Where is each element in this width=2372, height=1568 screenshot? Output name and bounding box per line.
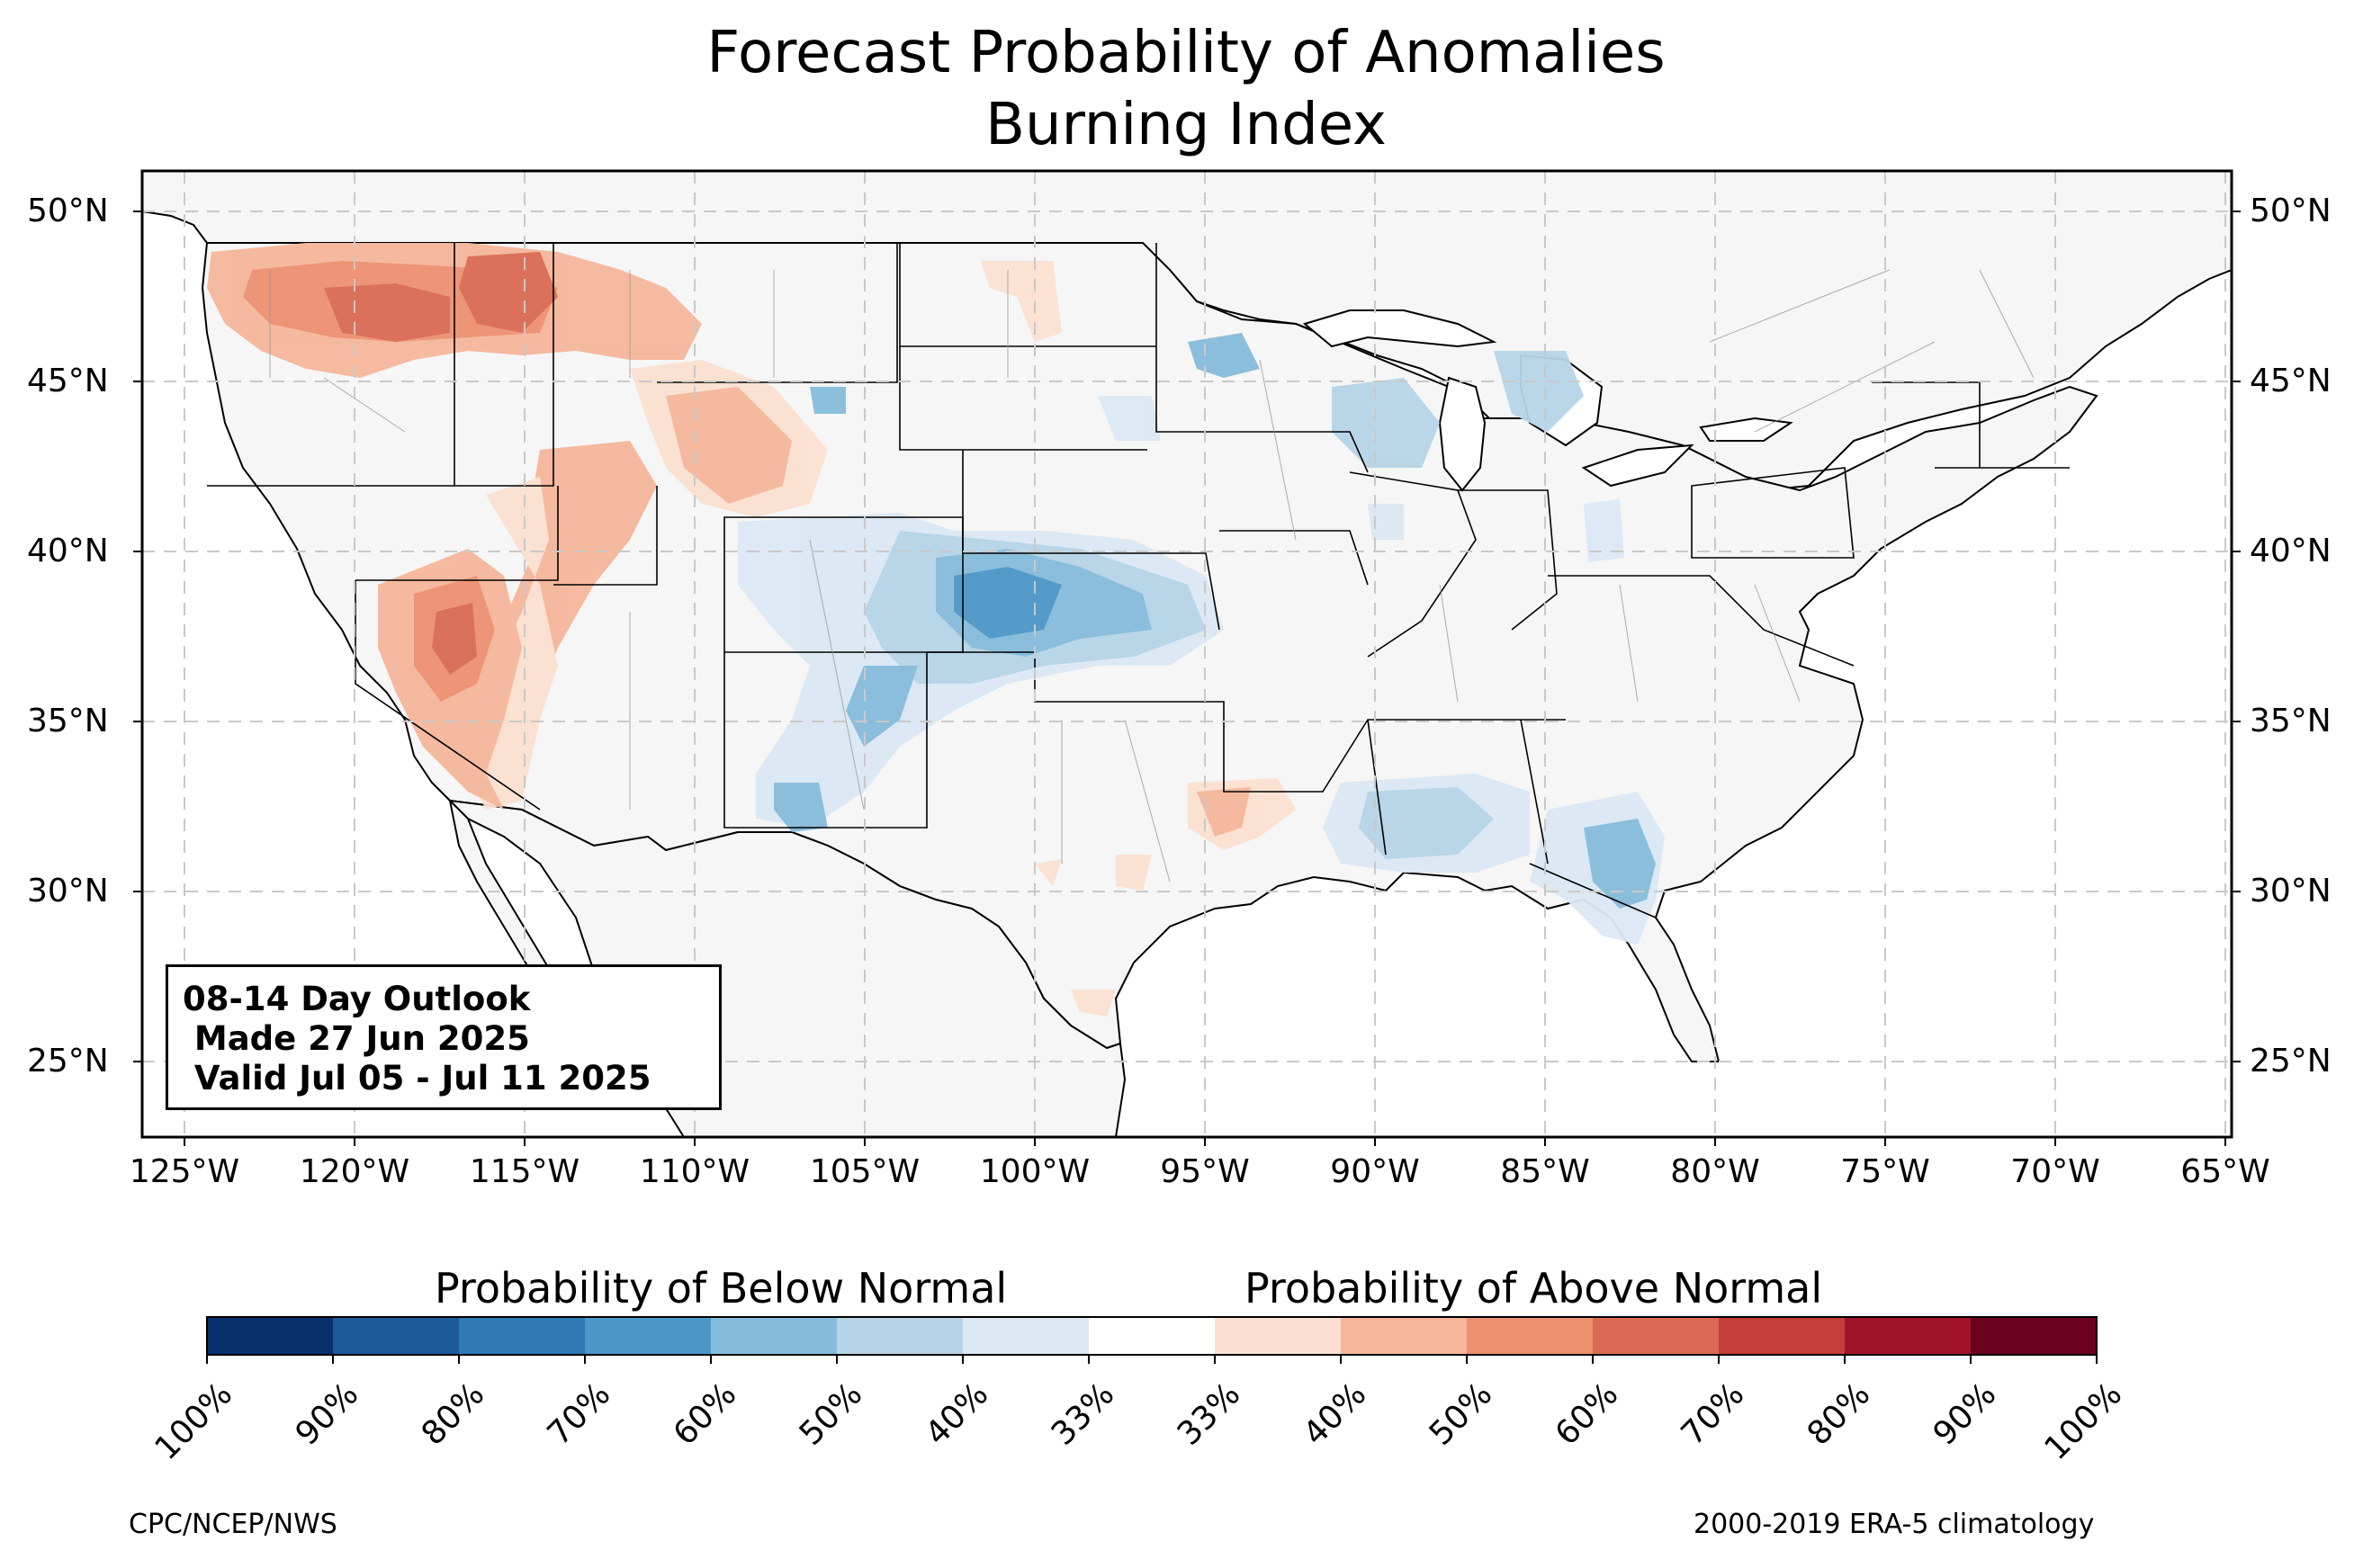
lon-label-75w: 75°W <box>1840 1153 1930 1190</box>
colorbar-segment <box>1089 1317 1216 1355</box>
lat-label-right-50: 50°N <box>2250 193 2332 229</box>
colorbar-segment <box>207 1317 334 1355</box>
outlook-info-box: 08-14 Day Outlook Made 27 Jun 2025 Valid… <box>166 964 722 1110</box>
map-subtitle: Burning Index <box>985 92 1387 158</box>
colorbar <box>206 1316 2098 1364</box>
lon-label-95w: 95°W <box>1160 1153 1250 1190</box>
colorbar-segment <box>711 1317 838 1355</box>
lon-label-105w: 105°W <box>809 1153 921 1190</box>
lat-label-right-45: 45°N <box>2250 363 2332 399</box>
lat-label-left-35: 35°N <box>27 703 109 739</box>
lon-label-125w: 125°W <box>129 1153 240 1190</box>
colorbar-border <box>206 1316 2098 1356</box>
colorbar-segment <box>585 1317 712 1355</box>
county-lines <box>269 269 2035 883</box>
colorbar-segment <box>1593 1317 1720 1355</box>
lat-label-left-40: 40°N <box>27 533 109 569</box>
lake-ontario <box>1699 417 1793 442</box>
lat-label-left-50: 50°N <box>27 193 109 229</box>
map-title: Forecast Probability of Anomalies <box>706 20 1666 86</box>
axis-ticks <box>133 211 2241 1146</box>
credit-agency: CPC/NCEP/NWS <box>129 1509 337 1540</box>
lat-label-right-25: 25°N <box>2250 1043 2332 1080</box>
colorbar-segment <box>1719 1317 1846 1355</box>
lake-erie <box>1581 444 1694 488</box>
lake-superior <box>1302 309 1497 348</box>
outlook-made-date: Made 27 Jun 2025 <box>183 1019 530 1058</box>
lon-label-110w: 110°W <box>639 1153 750 1190</box>
lon-label-85w: 85°W <box>1500 1153 1590 1190</box>
lat-label-left-45: 45°N <box>27 363 109 399</box>
lat-label-right-40: 40°N <box>2250 533 2332 569</box>
lon-label-100w: 100°W <box>979 1153 1091 1190</box>
lat-label-left-25: 25°N <box>27 1043 109 1080</box>
colorbar-segment <box>963 1317 1090 1355</box>
credit-climatology: 2000-2019 ERA-5 climatology <box>1694 1509 2095 1540</box>
colorbar-segment <box>1341 1317 1468 1355</box>
lon-label-120w: 120°W <box>299 1153 410 1190</box>
colorbar-segment <box>1467 1317 1594 1355</box>
colorbar-segment <box>1845 1317 1972 1355</box>
colorbar-segment <box>837 1317 964 1355</box>
colorbar-below-label: Probability of Below Normal <box>435 1264 1008 1313</box>
map-border <box>140 169 2233 1139</box>
lon-label-80w: 80°W <box>1670 1153 1760 1190</box>
lon-label-115w: 115°W <box>469 1153 580 1190</box>
lat-label-right-35: 35°N <box>2250 703 2332 739</box>
lat-label-left-30: 30°N <box>27 873 109 909</box>
colorbar-segment <box>459 1317 586 1355</box>
colorbar-above-label: Probability of Above Normal <box>1244 1264 1823 1313</box>
outlook-valid-range: Valid Jul 05 - Jul 11 2025 <box>183 1059 651 1098</box>
lon-label-65w: 65°W <box>2180 1153 2270 1190</box>
colorbar-segment <box>1215 1317 1342 1355</box>
lat-label-right-30: 30°N <box>2250 873 2332 909</box>
outlook-period: 08-14 Day Outlook <box>183 980 531 1018</box>
lon-label-90w: 90°W <box>1330 1153 1420 1190</box>
colorbar-segment <box>1971 1317 2098 1355</box>
colorbar-segment <box>333 1317 460 1355</box>
lake-michigan <box>1438 376 1487 492</box>
gridlines <box>142 171 2232 1137</box>
lon-label-70w: 70°W <box>2010 1153 2100 1190</box>
